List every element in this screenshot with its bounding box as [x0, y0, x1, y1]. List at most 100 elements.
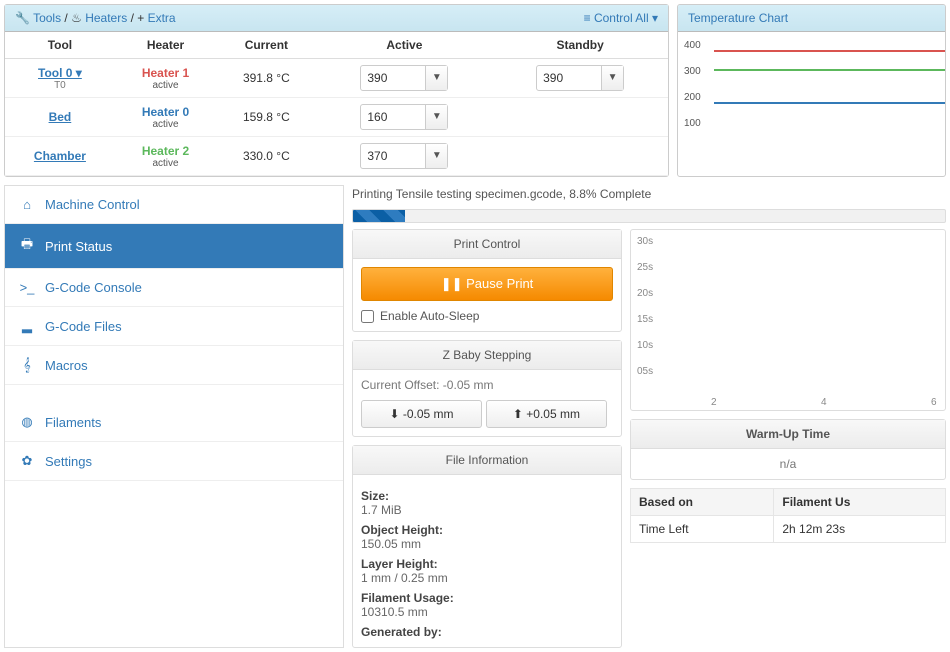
table-row: Bed Heater 0active 159.8 °C 160▼ [5, 98, 668, 137]
chart-y-label: 05s [637, 366, 653, 377]
sidebar-item-label: Machine Control [45, 197, 140, 212]
sidebar-item-label: G-Code Console [45, 280, 142, 295]
sidebar-item-label: Print Status [45, 239, 112, 254]
remaining-header-based: Based on [631, 489, 774, 516]
current-temp: 391.8 °C [216, 59, 316, 98]
temperature-chart-title: Temperature Chart [678, 5, 945, 32]
sidebar-item[interactable]: 🖶 Print Status [5, 224, 343, 269]
auto-sleep-checkbox[interactable] [361, 310, 374, 323]
auto-sleep-row[interactable]: Enable Auto-Sleep [361, 309, 613, 323]
col-current: Current [216, 32, 316, 59]
tools-table: Tool Heater Current Active Standby Tool … [5, 32, 668, 176]
active-select[interactable]: 370▼ [360, 143, 448, 169]
temperature-chart-panel: Temperature Chart 400 300 200 100 [677, 4, 946, 177]
warmup-title: Warm-Up Time [631, 420, 945, 449]
table-row: Time Left 2h 12m 23s [631, 516, 946, 543]
sidebar-icon: >_ [19, 280, 35, 295]
chart-x-label: 2 [711, 397, 717, 408]
chart-y-label: 30s [637, 236, 653, 247]
breadcrumb-extra[interactable]: Extra [148, 11, 176, 25]
sidebar-item-label: G-Code Files [45, 319, 122, 334]
menu-icon: ≡ [584, 11, 594, 25]
sidebar-item-label: Macros [45, 358, 88, 373]
chart-x-label: 4 [821, 397, 827, 408]
heater-name[interactable]: Heater 0 [119, 105, 212, 119]
standby-select[interactable]: 390▼ [536, 65, 624, 91]
progress-fill [353, 210, 405, 222]
sidebar-icon: 🖶 [19, 235, 35, 257]
remaining-row-label: Time Left [631, 516, 774, 543]
control-all-link[interactable]: Control All ▾ [594, 11, 658, 25]
baby-step-up-button[interactable]: ⬆ +0.05 mm [486, 400, 607, 428]
chart-y-label: 400 [684, 40, 701, 51]
remaining-row-value: 2h 12m 23s [774, 516, 946, 543]
chart-line [714, 50, 945, 52]
col-active: Active [317, 32, 493, 59]
baby-step-offset: Current Offset: -0.05 mm [361, 378, 613, 392]
col-standby: Standby [492, 32, 668, 59]
layer-height-label: Layer Height: [361, 557, 613, 571]
sidebar-icon: 𝄞 [19, 357, 35, 373]
chart-y-label: 15s [637, 314, 653, 325]
chart-line [714, 69, 945, 71]
object-height-value: 150.05 mm [361, 537, 613, 551]
chart-y-label: 300 [684, 66, 701, 77]
sidebar-icon: ⌂ [19, 197, 35, 212]
tool-link[interactable]: Chamber [9, 149, 111, 163]
col-tool: Tool [5, 32, 115, 59]
sidebar-item[interactable]: ✿ Settings [5, 442, 343, 481]
file-info-panel: File Information Size: 1.7 MiB Object He… [352, 445, 622, 648]
down-icon: ⬇ [389, 407, 402, 421]
baby-stepping-title: Z Baby Stepping [353, 341, 621, 370]
chart-y-label: 10s [637, 340, 653, 351]
sidebar-icon: ◍ [19, 414, 35, 430]
active-select[interactable]: 390▼ [360, 65, 448, 91]
pause-print-button[interactable]: ❚❚ Pause Print [361, 267, 613, 301]
tools-header: 🔧 Tools / ♨ Heaters / + Extra ≡ Control … [5, 5, 668, 32]
fire-icon: ♨ [71, 11, 85, 25]
object-height-label: Object Height: [361, 523, 613, 537]
print-control-panel: Print Control ❚❚ Pause Print Enable Auto… [352, 229, 622, 332]
breadcrumb-tools[interactable]: Tools [33, 11, 61, 25]
active-select[interactable]: 160▼ [360, 104, 448, 130]
col-heater: Heater [115, 32, 216, 59]
chart-y-label: 100 [684, 118, 701, 129]
tool-link[interactable]: Tool 0 ▾ [9, 66, 111, 80]
sidebar-item-label: Filaments [45, 415, 101, 430]
file-size-value: 1.7 MiB [361, 503, 613, 517]
sidebar-item[interactable]: ▂ G-Code Files [5, 307, 343, 346]
sidebar-nav: ⌂ Machine Control 🖶 Print Status >_ G-Code Co… [4, 185, 344, 648]
layer-time-chart: 30s 25s 20s 15s 10s 05s 2 4 6 [631, 230, 945, 410]
tool-link[interactable]: Bed [9, 110, 111, 124]
sidebar-item[interactable]: 𝄞 Macros [5, 346, 343, 385]
layer-time-chart-panel: 30s 25s 20s 15s 10s 05s 2 4 6 [630, 229, 946, 411]
sidebar-item[interactable]: >_ G-Code Console [5, 269, 343, 307]
filament-usage-label: Filament Usage: [361, 591, 613, 605]
chart-y-label: 200 [684, 92, 701, 103]
chart-y-label: 20s [637, 288, 653, 299]
chart-x-label: 6 [931, 397, 937, 408]
remaining-time-table: Based on Filament Us Time Left 2h 12m 23… [630, 488, 946, 543]
warmup-value: n/a [631, 449, 945, 479]
baby-step-down-button[interactable]: ⬇ -0.05 mm [361, 400, 482, 428]
current-temp: 159.8 °C [216, 98, 316, 137]
sidebar-item-label: Settings [45, 454, 92, 469]
layer-height-value: 1 mm / 0.25 mm [361, 571, 613, 585]
breadcrumb-heaters[interactable]: Heaters [85, 11, 127, 25]
print-control-title: Print Control [353, 230, 621, 259]
up-icon: ⬆ [513, 407, 526, 421]
generated-by-label: Generated by: [361, 625, 613, 639]
table-row: Chamber Heater 2active 330.0 °C 370▼ [5, 137, 668, 176]
sidebar-icon: ✿ [19, 453, 35, 469]
file-size-label: Size: [361, 489, 613, 503]
baby-stepping-panel: Z Baby Stepping Current Offset: -0.05 mm… [352, 340, 622, 437]
heater-name[interactable]: Heater 1 [119, 66, 212, 80]
heater-name[interactable]: Heater 2 [119, 144, 212, 158]
progress-bar [352, 209, 946, 223]
sidebar-item[interactable]: ◍ Filaments [5, 403, 343, 442]
chart-y-label: 25s [637, 262, 653, 273]
temperature-chart: 400 300 200 100 [678, 32, 945, 162]
current-temp: 330.0 °C [216, 137, 316, 176]
sidebar-icon: ▂ [19, 318, 35, 334]
sidebar-item[interactable]: ⌂ Machine Control [5, 186, 343, 224]
